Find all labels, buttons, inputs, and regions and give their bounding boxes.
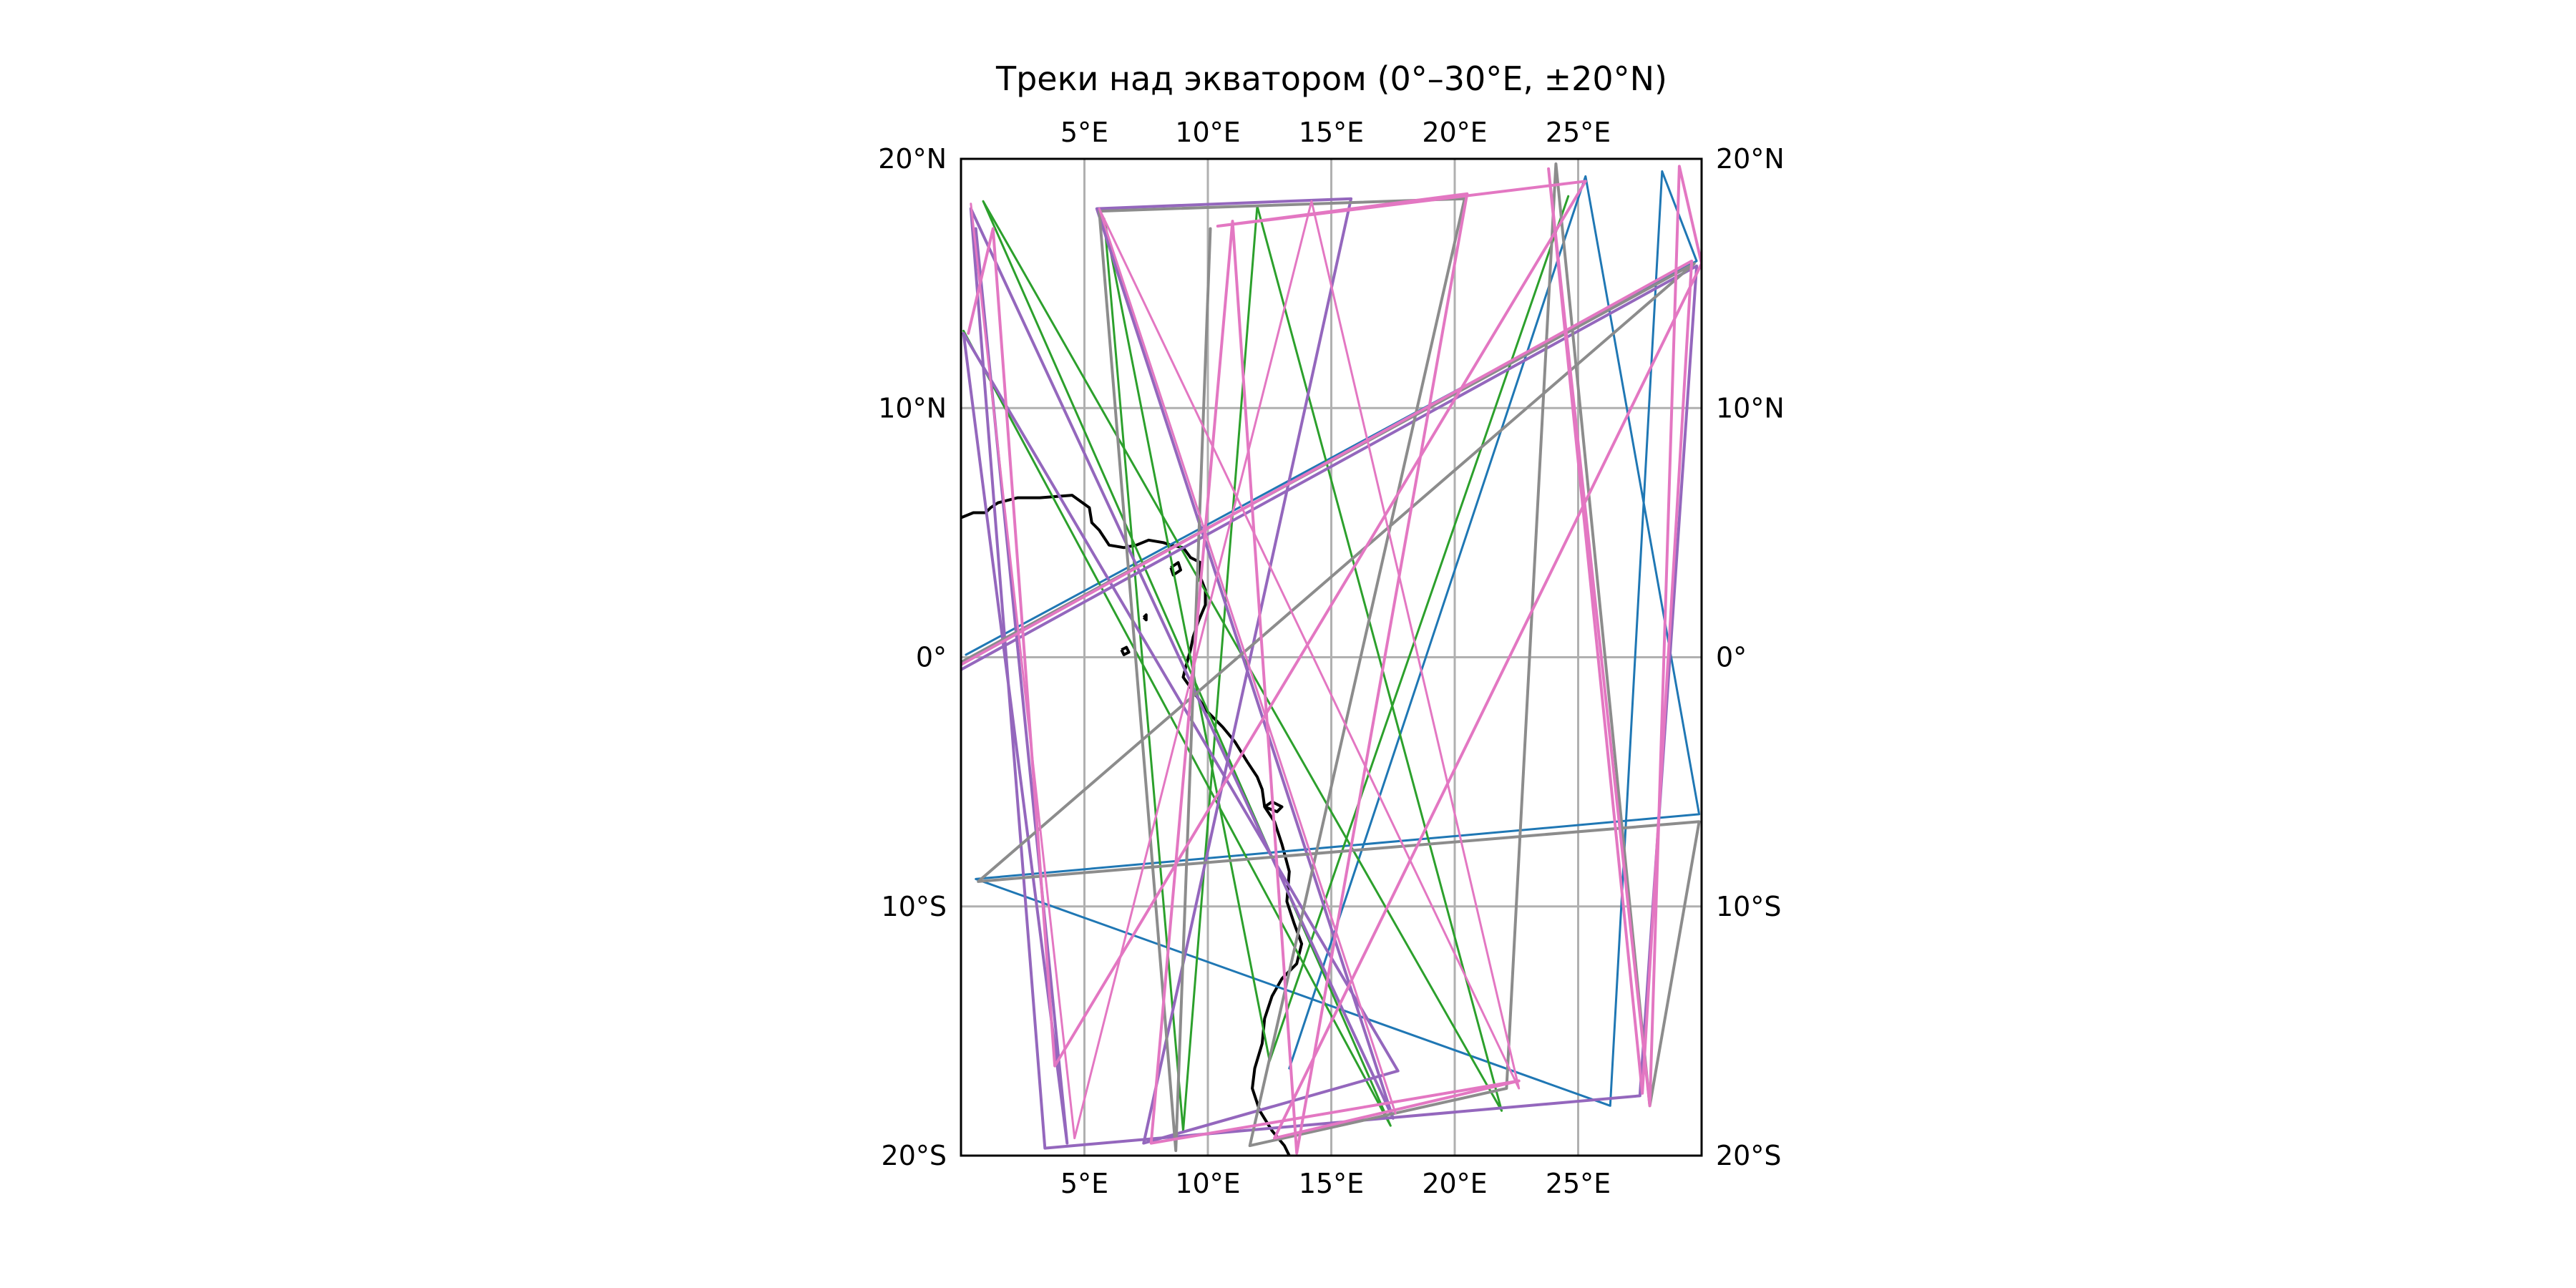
ground-track-2 bbox=[962, 195, 1570, 1132]
lat-label-left: 10°N bbox=[878, 392, 947, 424]
lat-label-right: 20°S bbox=[1716, 1140, 1781, 1171]
island-outline bbox=[1142, 613, 1148, 622]
tracks bbox=[961, 162, 1702, 1155]
ground-track-3 bbox=[961, 197, 1699, 1150]
coastline bbox=[960, 494, 1304, 1156]
lon-label-top: 25°E bbox=[1546, 117, 1611, 148]
lat-label-right: 10°N bbox=[1716, 392, 1785, 424]
lon-label-bottom: 10°E bbox=[1175, 1168, 1240, 1199]
lat-label-left: 0° bbox=[916, 642, 947, 673]
lat-label-right: 20°N bbox=[1716, 143, 1785, 175]
lon-label-bottom: 5°E bbox=[1060, 1168, 1108, 1199]
island-outline bbox=[1169, 561, 1182, 577]
lat-label-left: 20°S bbox=[882, 1140, 947, 1171]
lat-label-left: 20°N bbox=[878, 143, 947, 175]
axis-labels: 5°E 5°E 10°E 10°E 15°E 15°E 20°E 20°E 25°E 25°E 20… bbox=[878, 117, 1785, 1199]
lon-label-top: 15°E bbox=[1299, 117, 1364, 148]
lon-label-top: 20°E bbox=[1422, 117, 1487, 148]
ground-track-1 bbox=[965, 170, 1701, 1107]
island-outline bbox=[1120, 645, 1131, 656]
lon-label-bottom: 25°E bbox=[1546, 1168, 1611, 1199]
lon-label-bottom: 20°E bbox=[1422, 1168, 1487, 1199]
lon-label-top: 5°E bbox=[1060, 117, 1108, 148]
africa-coastline bbox=[960, 494, 1304, 1156]
ground-track-5 bbox=[961, 165, 1702, 1155]
map-frame bbox=[960, 157, 1703, 1157]
ground-track-4 bbox=[961, 162, 1701, 1152]
ground-track-6 bbox=[970, 200, 1521, 1140]
lat-label-left: 10°S bbox=[882, 891, 947, 922]
lat-label-right: 10°S bbox=[1716, 891, 1781, 922]
map-title: Треки над экватором (0°–30°E, ±20°N) bbox=[995, 59, 1667, 98]
lon-label-bottom: 15°E bbox=[1299, 1168, 1364, 1199]
lat-label-right: 0° bbox=[1716, 642, 1747, 673]
lon-label-top: 10°E bbox=[1175, 117, 1240, 148]
